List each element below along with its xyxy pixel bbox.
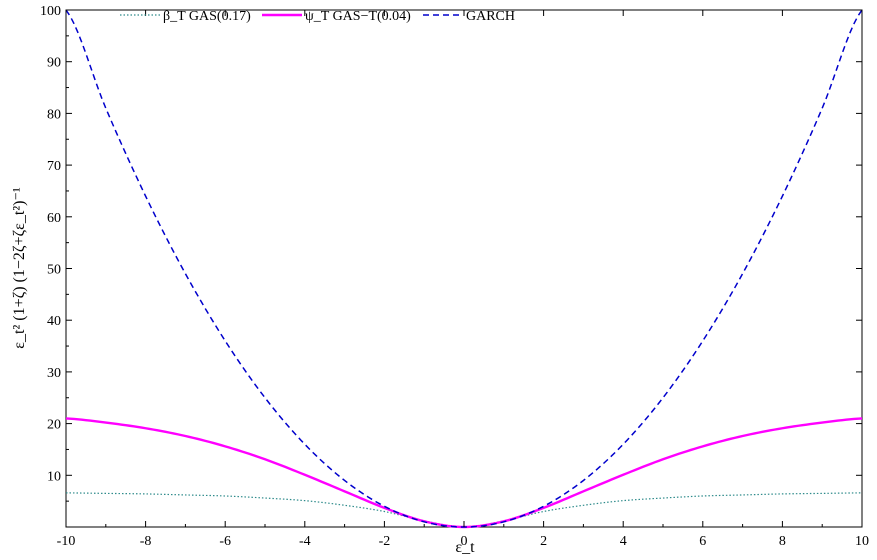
x-tick-label: 8 <box>779 534 786 549</box>
x-tick-label: -8 <box>140 534 152 549</box>
y-tick-label: 10 <box>47 469 61 484</box>
x-tick-label: -4 <box>299 534 311 549</box>
y-tick-label: 80 <box>47 107 61 122</box>
y-tick-label: 90 <box>47 56 61 71</box>
y-tick-label: 40 <box>47 314 61 329</box>
legend-label-series-3: GARCH <box>466 9 515 24</box>
x-tick-label: 4 <box>620 534 627 549</box>
plot-border <box>65 9 863 528</box>
y-tick-label: 20 <box>47 418 61 433</box>
x-tick-label: -2 <box>379 534 391 549</box>
x-tick-label: 0 <box>461 534 468 549</box>
series-layer <box>65 9 863 529</box>
x-tick-label: 2 <box>540 534 547 549</box>
y-tick-label: 60 <box>47 211 61 226</box>
legend-label-series-2: ψ_T GAS−T(0.04) <box>305 9 411 24</box>
x-tick-label: -6 <box>219 534 231 549</box>
y-tick-label: 100 <box>40 4 61 19</box>
plot-frame <box>65 9 863 528</box>
y-tick-label: 70 <box>47 159 61 174</box>
legend: β_T GAS(0.17) ψ_T GAS−T(0.04) GARCH <box>120 9 515 24</box>
series-line-3 <box>65 9 863 528</box>
x-tick-label: 6 <box>699 534 706 549</box>
y-tick-label: 30 <box>47 366 61 381</box>
x-tick-label: 10 <box>855 534 869 549</box>
y-tick-label: 50 <box>47 263 61 278</box>
legend-label-series-1: β_T GAS(0.17) <box>163 9 251 24</box>
x-axis-title: ε_t <box>455 539 475 556</box>
y-axis-title: ε_t² (1+ζ) (1−2ζ+ζε_t²)⁻¹ <box>11 187 28 349</box>
series-line-2 <box>65 417 863 529</box>
ticks-layer: -10 -8 -6 -4 -2 0 2 4 6 8 10 10 20 30 40 50 60 70 80 90 100 <box>40 4 869 549</box>
x-tick-label: -10 <box>57 534 76 549</box>
